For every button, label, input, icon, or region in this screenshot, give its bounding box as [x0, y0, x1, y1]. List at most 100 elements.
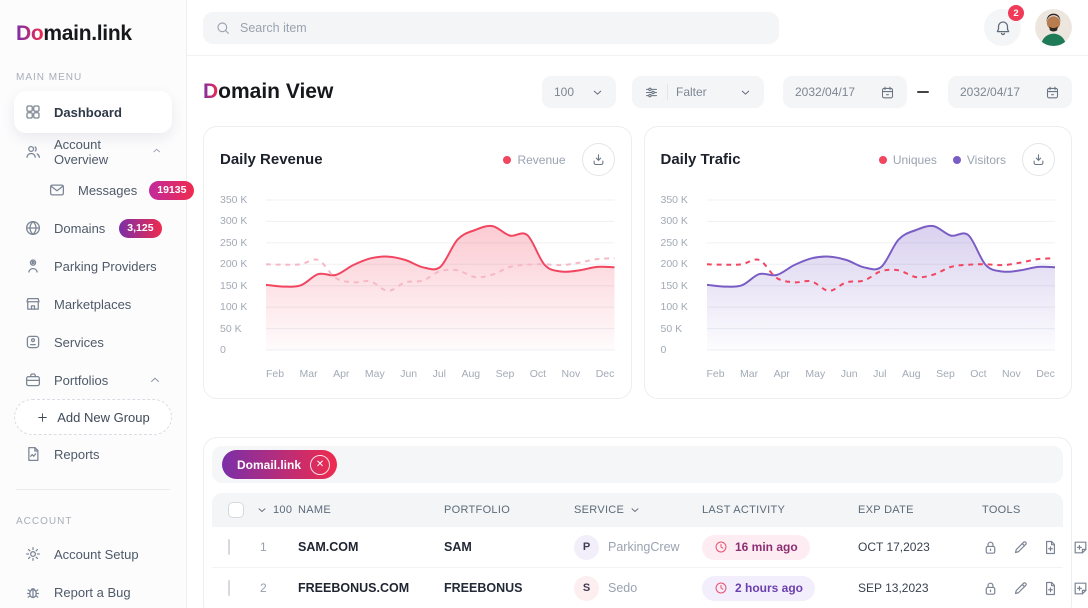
sidebar-item-services[interactable]: Services [14, 323, 172, 361]
sidebar-item-messages[interactable]: Messages 19135 [38, 171, 195, 209]
x-tick-label: Apr [773, 368, 790, 380]
table-header: 100 NAME PORTFOLIO SERVICE LAST ACTIVITY EXP… [212, 493, 1063, 527]
main-area: Domain View 100 Falter 2032/04/17 2032/0… [187, 56, 1088, 608]
download-icon [591, 152, 606, 167]
legend-dot [952, 155, 961, 164]
main-menu: Dashboard Account Overview Messages 19135 Do… [0, 91, 195, 473]
column-header-last-activity: LAST ACTIVITY [702, 504, 858, 516]
header-count[interactable]: 100 [256, 504, 298, 516]
chevron-down-icon [629, 504, 641, 516]
download-chart-button[interactable] [1022, 143, 1055, 176]
select-all-checkbox[interactable] [228, 502, 244, 518]
section-label-account: ACCOUNT [16, 516, 73, 527]
row-number: 2 [260, 581, 267, 595]
lock-tool-button[interactable] [982, 580, 999, 597]
file-plus-tool-button[interactable] [1042, 539, 1059, 556]
exp-date: OCT 17,2023 [858, 540, 930, 554]
x-tick-label: Jul [432, 368, 447, 380]
pencil-icon [1012, 580, 1029, 597]
note-plus-tool-button[interactable] [1072, 580, 1088, 597]
shop-icon [24, 295, 42, 313]
legend-label: Uniques [892, 152, 937, 167]
x-tick-label: Jul [873, 368, 887, 380]
column-header-service[interactable]: SERVICE [574, 504, 702, 516]
y-tick-label: 150 K [220, 279, 248, 292]
chart-legend: Revenue [503, 153, 566, 167]
date-from-picker[interactable]: 2032/04/17 [783, 76, 907, 108]
search-bar [203, 11, 779, 44]
bell-icon [994, 19, 1012, 37]
sidebar-item-add-new-group[interactable]: Add New Group [14, 399, 172, 435]
sidebar-item-dashboard[interactable]: Dashboard [14, 91, 172, 133]
x-tick-label: Jun [400, 368, 418, 380]
sidebar-item-reports[interactable]: Reports [14, 435, 172, 473]
table-row: 2 FREEBONUS.COM FREEBONUS S Sedo 2 hours ago S… [212, 568, 1087, 608]
filter-select[interactable]: Falter [632, 76, 764, 108]
pencil-tool-button[interactable] [1012, 580, 1029, 597]
portfolio-name: FREEBONUS [444, 581, 523, 595]
sidebar-item-report-a-bug[interactable]: Report a Bug [14, 573, 172, 608]
legend-item-uniques: Uniques [878, 152, 937, 167]
section-label-main-menu: MAIN MENU [16, 72, 83, 83]
date-range-dash [917, 91, 929, 93]
date-to-picker[interactable]: 2032/04/17 [948, 76, 1072, 108]
x-tick-label: Dec [1036, 368, 1055, 380]
column-header-label: NAME [298, 504, 331, 516]
filter-chip-strip: Domail.link ✕ [212, 446, 1063, 483]
domain-name: SAM.COM [298, 540, 359, 554]
y-tick-label: 100 K [220, 301, 248, 314]
domains-table-card: Domail.link ✕ 100 NAME PORTFOLIO SERVICE LA… [203, 437, 1087, 608]
y-tick-label: 150 K [660, 279, 688, 292]
lock-tool-button[interactable] [982, 539, 999, 556]
chart-title: Daily Trafic [660, 151, 741, 168]
topbar: 2 [187, 0, 1088, 56]
last-activity-badge: 2 hours ago [702, 575, 816, 601]
charts-row: Daily Revenue Revenue 350 K 300 K 250 K 200… [203, 126, 1072, 399]
sidebar-item-label: Marketplaces [54, 296, 132, 312]
sidebar-item-label: Account Setup [54, 546, 139, 562]
calendar-icon [1045, 85, 1060, 100]
sidebar-item-account-overview[interactable]: Account Overview [14, 133, 172, 171]
pencil-tool-button[interactable] [1012, 539, 1029, 556]
lock-icon [982, 580, 999, 597]
file-plus-tool-button[interactable] [1042, 580, 1059, 597]
filter-chip-domail-link[interactable]: Domail.link ✕ [222, 450, 338, 479]
column-header-label: PORTFOLIO [444, 504, 511, 516]
sidebar-item-account-setup[interactable]: Account Setup [14, 535, 172, 573]
x-tick-label: Dec [595, 368, 615, 380]
x-tick-label: Sep [495, 368, 515, 380]
logo-suffix: main.link [43, 22, 132, 45]
service-name: Sedo [608, 581, 638, 595]
remove-filter-icon[interactable]: ✕ [310, 454, 331, 475]
page-size-value: 100 [554, 85, 575, 99]
sidebar-item-portfolios[interactable]: Portfolios [14, 361, 172, 399]
x-axis-labels: Feb Mar Apr May Jun Jul Aug Sep Oct Nov Dec [707, 368, 1056, 380]
sidebar-item-label: Reports [54, 446, 100, 462]
sidebar-item-marketplaces[interactable]: Marketplaces [14, 285, 172, 323]
x-axis-labels: Feb Mar Apr May Jun Jul Aug Sep Oct Nov Dec [266, 368, 615, 380]
y-tick-label: 0 [220, 344, 226, 356]
page-size-select[interactable]: 100 [542, 76, 616, 108]
clock-icon [714, 540, 728, 554]
x-tick-label: May [805, 368, 826, 380]
x-tick-label: Nov [1002, 368, 1021, 380]
file-plus-icon [1042, 580, 1059, 597]
legend-item-visitors: Visitors [952, 153, 1006, 167]
sidebar-item-domains[interactable]: Domains 3,125 [14, 209, 172, 247]
column-header-label: EXP DATE [858, 504, 914, 516]
note-plus-tool-button[interactable] [1072, 539, 1088, 556]
bug-icon [24, 583, 42, 601]
user-avatar[interactable] [1035, 9, 1072, 46]
download-chart-button[interactable] [581, 143, 615, 176]
chevron-down-icon [739, 86, 752, 99]
sidebar-item-parking-providers[interactable]: Parking Providers [14, 247, 172, 285]
x-tick-label: Nov [561, 368, 581, 380]
revenue-chart-plot: 350 K 300 K 250 K 200 K 150 K 100 K 50 K 0 Feb Ma… [220, 190, 615, 380]
row-checkbox[interactable] [228, 580, 230, 596]
row-checkbox[interactable] [228, 539, 230, 555]
file-plus-icon [1042, 539, 1059, 556]
tools-cell [982, 580, 1088, 597]
date-from-value: 2032/04/17 [795, 85, 856, 99]
app-logo: Domain.link [0, 16, 186, 46]
search-input[interactable] [240, 20, 767, 35]
